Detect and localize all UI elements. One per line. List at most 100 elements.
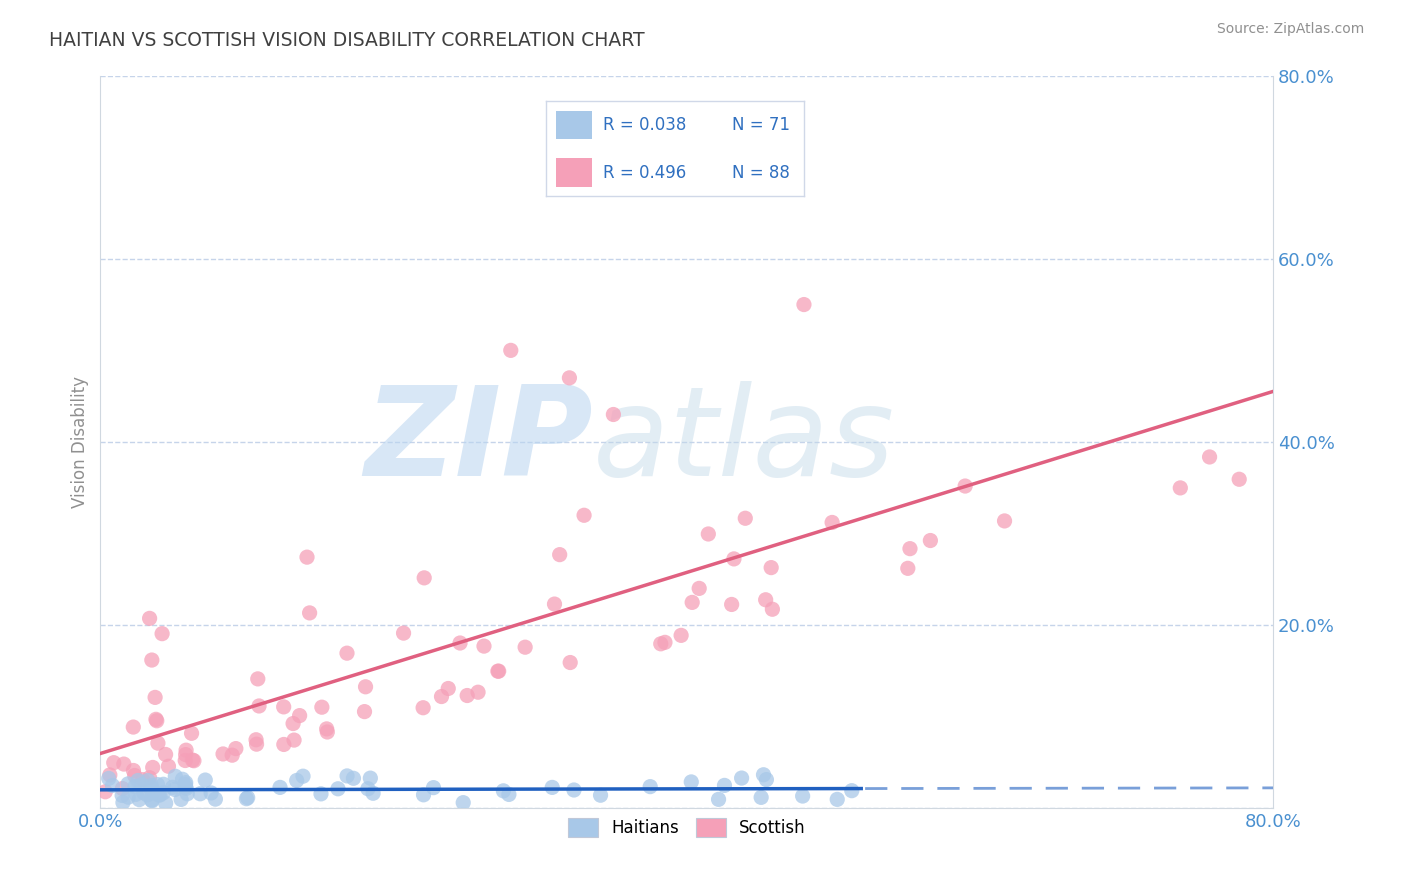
- Point: [309, 787, 332, 801]
- Point: [920, 533, 942, 548]
- Point: [451, 796, 474, 810]
- Point: [149, 788, 172, 802]
- Point: [111, 781, 134, 796]
- Point: [188, 787, 211, 801]
- Point: [354, 680, 377, 694]
- Point: [326, 781, 349, 796]
- Point: [730, 771, 752, 785]
- Point: [117, 790, 139, 805]
- Point: [235, 791, 257, 805]
- Point: [138, 771, 160, 785]
- Point: [142, 760, 165, 774]
- Point: [498, 788, 520, 802]
- Point: [139, 779, 162, 793]
- Legend: Haitians, Scottish: Haitians, Scottish: [561, 812, 813, 844]
- Point: [1227, 472, 1250, 486]
- Point: [157, 759, 180, 773]
- Point: [127, 773, 149, 788]
- Point: [543, 597, 565, 611]
- Point: [723, 552, 745, 566]
- Point: [174, 781, 197, 796]
- Point: [316, 725, 339, 739]
- Point: [97, 772, 120, 786]
- Point: [688, 582, 710, 596]
- Point: [141, 794, 163, 808]
- Point: [456, 689, 478, 703]
- Point: [513, 640, 536, 655]
- Point: [174, 747, 197, 762]
- Point: [361, 786, 384, 800]
- Point: [162, 780, 184, 795]
- Point: [1198, 450, 1220, 464]
- Point: [681, 775, 703, 789]
- Point: [124, 780, 146, 794]
- Text: HAITIAN VS SCOTTISH VISION DISABILITY CORRELATION CHART: HAITIAN VS SCOTTISH VISION DISABILITY CO…: [49, 31, 645, 50]
- Point: [181, 753, 204, 767]
- Point: [131, 772, 153, 787]
- Point: [449, 636, 471, 650]
- Point: [792, 789, 814, 803]
- Point: [336, 646, 359, 660]
- Point: [269, 780, 291, 795]
- Point: [146, 778, 169, 792]
- Point: [174, 743, 197, 757]
- Point: [146, 736, 169, 750]
- Point: [821, 516, 844, 530]
- Point: [236, 790, 259, 805]
- Point: [1168, 481, 1191, 495]
- Point: [638, 780, 661, 794]
- Point: [759, 560, 782, 574]
- Point: [412, 700, 434, 714]
- Point: [669, 628, 692, 642]
- Point: [734, 511, 756, 525]
- Point: [145, 712, 167, 726]
- Point: [150, 626, 173, 640]
- Point: [155, 796, 177, 810]
- Point: [492, 784, 515, 798]
- Point: [170, 792, 193, 806]
- Point: [342, 772, 364, 786]
- Point: [136, 788, 159, 802]
- Point: [499, 343, 522, 358]
- Point: [128, 792, 150, 806]
- Point: [292, 769, 315, 783]
- Point: [122, 764, 145, 778]
- Point: [245, 737, 267, 751]
- Point: [295, 550, 318, 565]
- Point: [174, 778, 197, 792]
- Point: [488, 664, 510, 678]
- Y-axis label: Vision Disability: Vision Disability: [72, 376, 89, 508]
- Point: [825, 792, 848, 806]
- Point: [755, 592, 778, 607]
- Point: [541, 780, 564, 795]
- Point: [212, 747, 235, 761]
- Point: [143, 690, 166, 705]
- Point: [298, 606, 321, 620]
- Point: [281, 716, 304, 731]
- Point: [148, 788, 170, 802]
- Point: [647, 178, 669, 193]
- Point: [681, 595, 703, 609]
- Point: [357, 781, 380, 796]
- Text: Source: ZipAtlas.com: Source: ZipAtlas.com: [1216, 22, 1364, 37]
- Point: [467, 685, 489, 699]
- Point: [311, 700, 333, 714]
- Point: [793, 297, 815, 311]
- Point: [204, 792, 226, 806]
- Point: [560, 656, 582, 670]
- Point: [112, 757, 135, 772]
- Point: [707, 792, 730, 806]
- Point: [422, 780, 444, 795]
- Point: [353, 705, 375, 719]
- Point: [430, 690, 453, 704]
- Point: [273, 699, 295, 714]
- Point: [336, 769, 359, 783]
- Point: [247, 698, 270, 713]
- Point: [172, 772, 194, 787]
- Point: [562, 783, 585, 797]
- Point: [139, 781, 162, 796]
- Point: [841, 783, 863, 797]
- Point: [589, 789, 612, 803]
- Point: [697, 527, 720, 541]
- Point: [993, 514, 1015, 528]
